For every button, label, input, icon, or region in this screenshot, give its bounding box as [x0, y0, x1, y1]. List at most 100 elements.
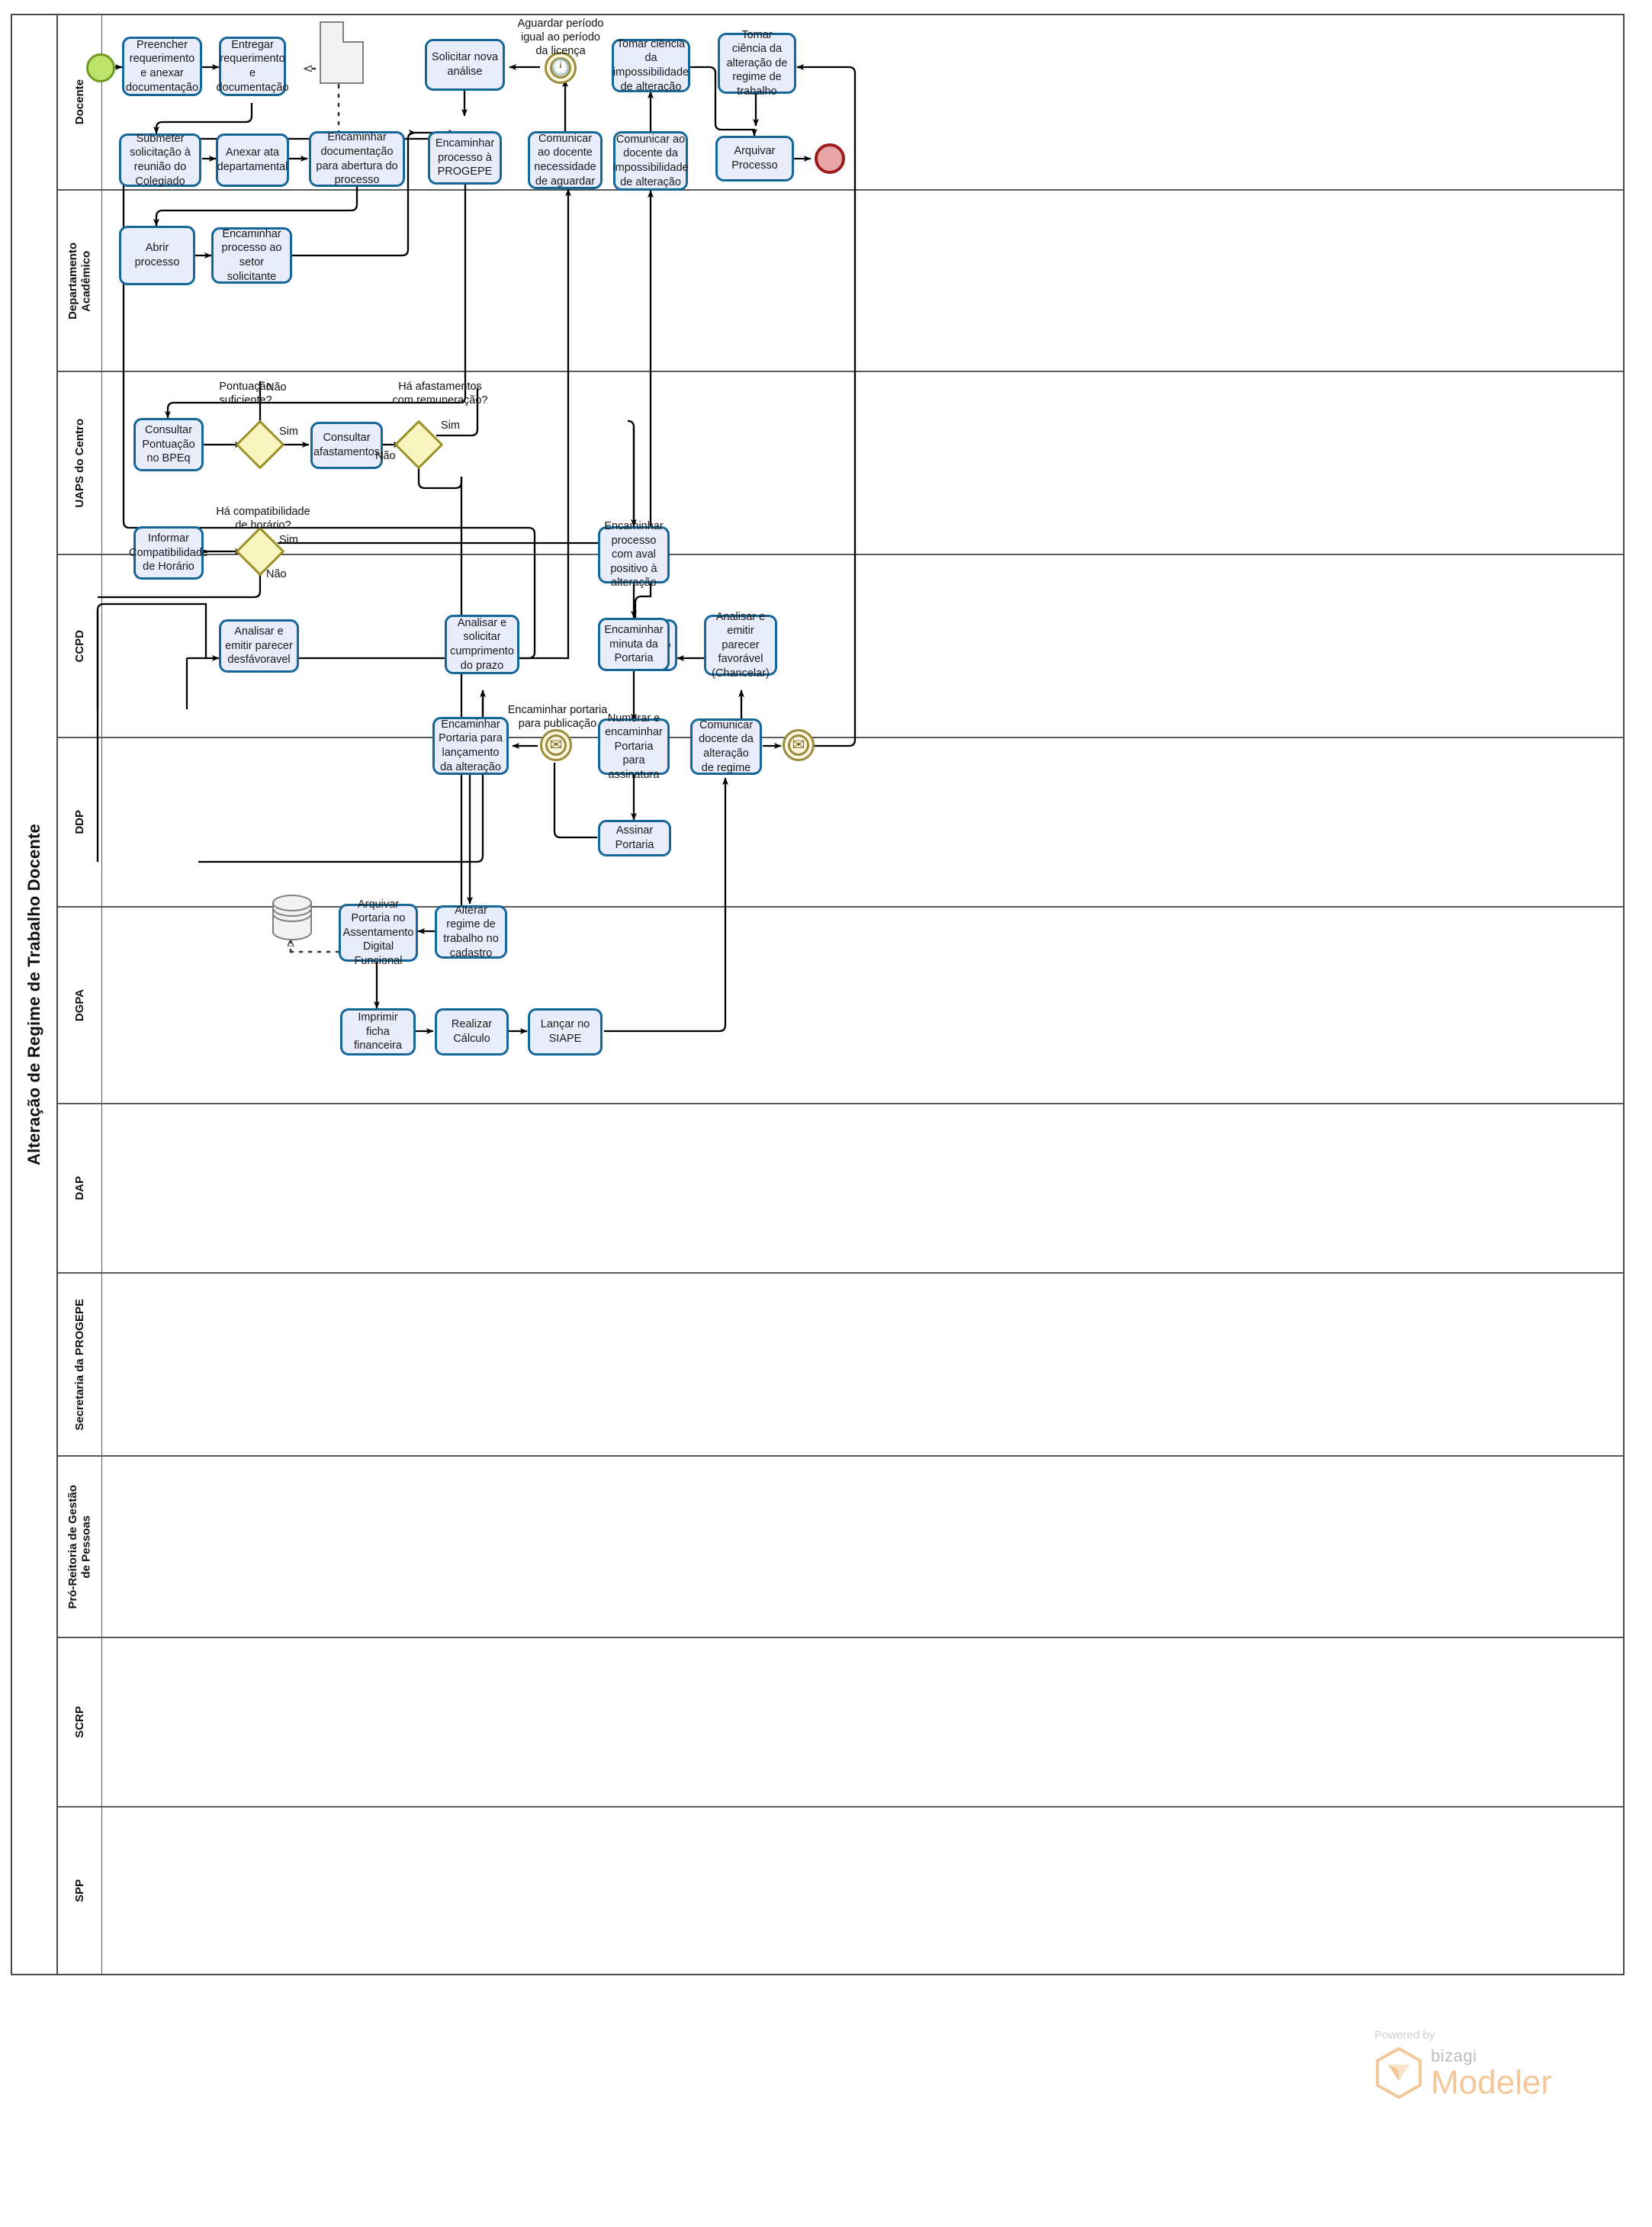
task-informar-compatibilidade-horario[interactable]: Informar Compatibilidade de Horário: [129, 526, 208, 580]
task-arquivar-processo[interactable]: Arquivar Processo: [715, 136, 794, 182]
gateway-afastamentos-no-label: Não: [375, 450, 396, 462]
gateway-afastamentos-label: Há afastamentos com remuneração?: [392, 381, 488, 407]
task-label: Arquivar Portaria no Assentamento Digita…: [342, 898, 414, 967]
lane-ddp: DDP: [58, 738, 1623, 908]
task-encaminhar-portaria-lancamento[interactable]: Encaminhar Portaria para lançamento da a…: [432, 717, 509, 775]
task-arquivar-portaria-adf[interactable]: Arquivar Portaria no Assentamento Digita…: [339, 898, 418, 967]
task-alterar-regime-cadastro[interactable]: Alterar regime de trabalho no cadastro: [435, 905, 507, 959]
gateway-compatibilidade-yes-label: Sim: [279, 534, 298, 546]
task-label: Preencher requerimento e anexar document…: [125, 38, 199, 94]
lane-departamento-academico: Departamento Acadêmico: [58, 191, 1623, 372]
gateway-compatibilidade-no-label: Não: [266, 568, 287, 580]
lane-label-ccpd: CCPD: [58, 555, 102, 737]
task-label: Encaminhar documentação para abertura do…: [316, 131, 398, 187]
task-entregar-requerimento[interactable]: Entregar requerimento e documentação: [216, 37, 289, 96]
task-parecer-desfavoravel[interactable]: Analisar e emitir parecer desfávoravel: [219, 619, 299, 673]
task-submeter-solicitacao[interactable]: Submeter solicitação à reunião do Colegi…: [119, 132, 201, 188]
gateway-pontuacao-no-label: Não: [266, 381, 287, 394]
task-label: Analisar e emitir parecer favorável (Cha…: [712, 610, 770, 680]
task-comunicar-docente-alteracao[interactable]: Comunicar docente da alteração de regime: [690, 718, 762, 775]
task-label: Comunicar docente da alteração de regime: [699, 718, 754, 774]
task-encaminhar-setor-solicitante[interactable]: Encaminhar processo ao setor solicitante: [211, 227, 292, 284]
gateway-pontuacao-label: Pontuação suficiente?: [219, 381, 272, 407]
lane-dgpa: DGPA: [58, 908, 1623, 1104]
task-imprimir-ficha-financeira[interactable]: Imprimir ficha financeira: [340, 1008, 416, 1056]
task-label: Lançar no SIAPE: [540, 1018, 590, 1045]
task-label: Anexar ata departamental: [217, 146, 288, 173]
task-comunicar-aguardar[interactable]: Comunicar ao docente necessidade de agua…: [528, 131, 603, 189]
lane-label-docente: Docente: [58, 15, 102, 189]
task-realizar-calculo[interactable]: Realizar Cálculo: [435, 1008, 509, 1056]
task-tomar-ciencia-impossibilidade[interactable]: Tomar ciência da impossibilidade de alte…: [612, 38, 690, 93]
task-label: Entregar requerimento e documentação: [216, 38, 289, 94]
timer-icon: 🕛: [551, 59, 570, 76]
task-label: Encaminhar processo à PROGEPE: [435, 137, 495, 178]
lane-secretaria-progepe: Secretaria da PROGEPE: [58, 1274, 1623, 1457]
watermark-brand: bizagi: [1431, 2046, 1477, 2065]
gateway-afastamentos-yes-label: Sim: [441, 419, 460, 432]
task-lancar-siape[interactable]: Lançar no SIAPE: [528, 1008, 603, 1056]
task-encaminhar-minuta-portaria[interactable]: Encaminhar minuta da Portaria: [598, 618, 670, 671]
task-label: Encaminhar minuta da Portaria: [604, 624, 664, 665]
task-label: Encaminhar Portaria para lançamento da a…: [439, 718, 503, 773]
task-label: Encaminhar processo com aval positivo à …: [604, 520, 664, 590]
task-consultar-pontuacao-bpeq[interactable]: Consultar Pontuação no BPEq: [133, 418, 204, 471]
task-label: Alterar regime de trabalho no cadastro: [443, 904, 499, 959]
lane-label-spp: SPP: [58, 1808, 102, 1974]
task-label: Submeter solicitação à reunião do Colegi…: [130, 132, 191, 188]
task-label: Consultar Pontuação no BPEq: [142, 424, 195, 465]
task-numerar-encaminhar-portaria[interactable]: Numerar e encaminhar Portaria para assin…: [598, 712, 670, 781]
task-assinar-portaria[interactable]: Assinar Portaria: [598, 820, 671, 856]
task-label: Imprimir ficha financeira: [354, 1011, 402, 1052]
task-solicitar-cumprimento-prazo[interactable]: Analisar e solicitar cumprimento do praz…: [445, 615, 519, 674]
start-event: [86, 53, 115, 82]
task-solicitar-nova-analise[interactable]: Solicitar nova análise: [425, 39, 505, 91]
timer-event-label: Aguardar período igual ao período da licen…: [517, 18, 604, 58]
task-label: Arquivar Processo: [731, 145, 778, 172]
task-abrir-processo[interactable]: Abrir processo: [119, 226, 195, 285]
lane-label-pro-reitoria-gestao-pessoas: Pró-Reitoria de Gestão de Pessoas: [58, 1457, 102, 1637]
pool-title-label: Alteração de Regime de Trabalho Docente: [24, 824, 43, 1165]
lane-label-departamento-academico: Departamento Acadêmico: [58, 191, 102, 371]
watermark-product: Modeler: [1431, 2064, 1552, 2101]
task-encaminhar-aval-positivo[interactable]: Encaminhar processo com aval positivo à …: [598, 520, 670, 589]
task-label: Assinar Portaria: [615, 824, 654, 851]
task-encaminhar-documentacao[interactable]: Encaminhar documentação para abertura do…: [309, 131, 405, 187]
task-label: Analisar e emitir parecer desfávoravel: [225, 625, 293, 667]
gateway-compatibilidade-label: Há compatibilidade de horário?: [216, 506, 310, 532]
task-encaminhar-processo-progepe[interactable]: Encaminhar processo à PROGEPE: [428, 131, 502, 185]
watermark: Powered by bizagi Modeler: [1374, 2029, 1552, 2100]
watermark-powered-by: Powered by: [1374, 2029, 1435, 2042]
envelope-icon: ✉: [549, 737, 563, 754]
task-comunicar-impossibilidade[interactable]: Comunicar ao docente da impossibilidade …: [612, 131, 689, 191]
documentacao-data-object: [320, 21, 364, 84]
task-anexar-ata[interactable]: Anexar ata departamental: [216, 133, 289, 187]
task-label: Encaminhar processo ao setor solicitante: [221, 227, 282, 283]
task-label: Comunicar ao docente necessidade de agua…: [534, 132, 596, 188]
lane-scrp: SCRP: [58, 1638, 1623, 1808]
lane-spp: SPP: [58, 1808, 1623, 1974]
lane-label-dgpa: DGPA: [58, 908, 102, 1103]
lane-pro-reitoria-gestao-pessoas: Pró-Reitoria de Gestão de Pessoas: [58, 1457, 1623, 1638]
task-label: Abrir processo: [134, 242, 180, 268]
assentamento-digital-data-store: [272, 894, 313, 941]
lane-label-ddp: DDP: [58, 738, 102, 906]
message-event-comunicar-docente: ✉: [783, 729, 815, 761]
timer-event-aguardar-periodo: 🕛: [545, 52, 577, 84]
task-tomar-ciencia-alteracao[interactable]: Tomar ciência da alteração de regime de …: [718, 29, 796, 98]
task-label: Tomar ciência da alteração de regime de …: [726, 28, 788, 98]
lane-dap: DAP: [58, 1104, 1623, 1274]
task-consultar-afastamentos[interactable]: Consultar afastamentos: [310, 422, 383, 469]
task-label: Numerar e encaminhar Portaria para assin…: [605, 712, 663, 781]
message-event-publicacao-label: Encaminhar portaria para publicação: [507, 704, 608, 731]
task-preencher-requerimento[interactable]: Preencher requerimento e anexar document…: [122, 37, 202, 96]
task-label: Realizar Cálculo: [451, 1018, 493, 1045]
task-label: Consultar afastamentos: [313, 432, 381, 458]
task-parecer-favoravel[interactable]: Analisar e emitir parecer favorável (Cha…: [704, 611, 777, 680]
task-label: Informar Compatibilidade de Horário: [129, 532, 208, 574]
task-label: Analisar e solicitar cumprimento do praz…: [450, 616, 514, 672]
lane-label-scrp: SCRP: [58, 1638, 102, 1806]
gateway-pontuacao-yes-label: Sim: [279, 426, 298, 438]
lane-label-secretaria-progepe: Secretaria da PROGEPE: [58, 1274, 102, 1455]
